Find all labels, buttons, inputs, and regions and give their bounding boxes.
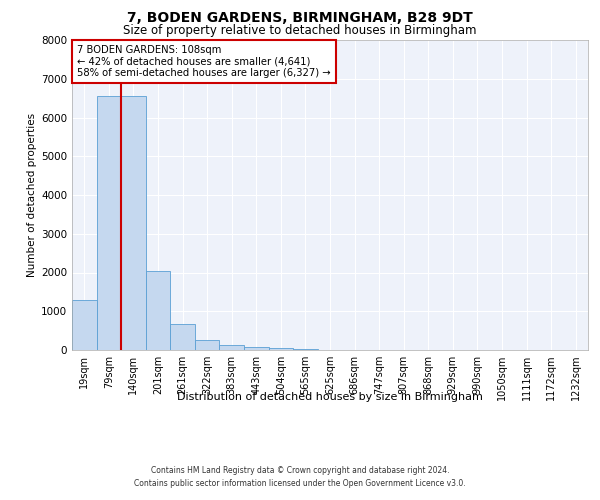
Bar <box>121 96 146 350</box>
Text: Contains HM Land Registry data © Crown copyright and database right 2024.
Contai: Contains HM Land Registry data © Crown c… <box>134 466 466 487</box>
Bar <box>220 344 244 350</box>
Text: Size of property relative to detached houses in Birmingham: Size of property relative to detached ho… <box>123 24 477 37</box>
Bar <box>269 348 293 350</box>
Text: 7, BODEN GARDENS, BIRMINGHAM, B28 9DT: 7, BODEN GARDENS, BIRMINGHAM, B28 9DT <box>127 11 473 25</box>
Bar <box>170 324 195 350</box>
Bar <box>195 340 220 350</box>
Bar <box>244 347 269 350</box>
Bar <box>293 349 318 350</box>
Bar <box>72 300 97 350</box>
Y-axis label: Number of detached properties: Number of detached properties <box>27 113 37 277</box>
Text: 7 BODEN GARDENS: 108sqm
← 42% of detached houses are smaller (4,641)
58% of semi: 7 BODEN GARDENS: 108sqm ← 42% of detache… <box>77 44 331 78</box>
Bar <box>97 96 121 350</box>
Bar <box>146 270 170 350</box>
Text: Distribution of detached houses by size in Birmingham: Distribution of detached houses by size … <box>177 392 483 402</box>
